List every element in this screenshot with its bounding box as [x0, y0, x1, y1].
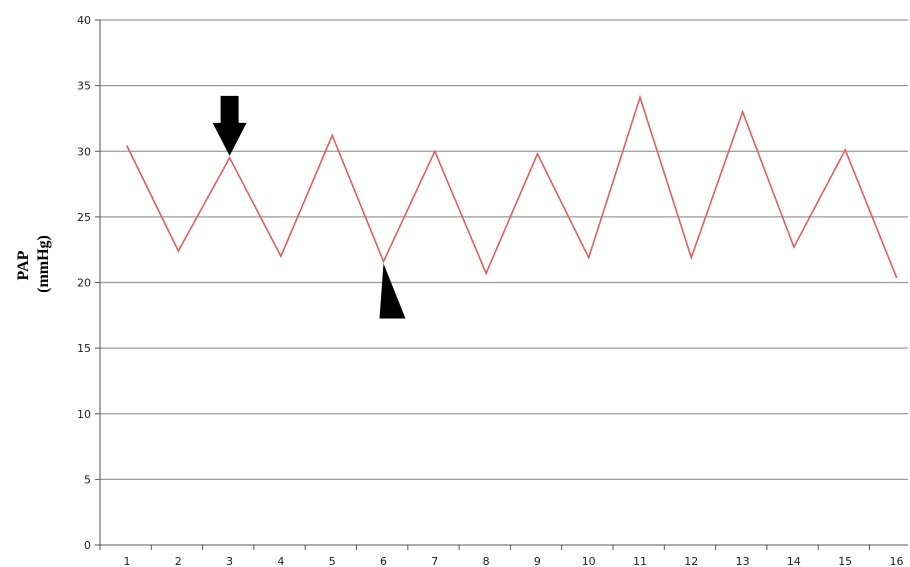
data-point — [895, 276, 898, 279]
data-point — [690, 256, 693, 259]
data-point — [793, 246, 795, 248]
annotations — [212, 95, 406, 319]
x-tick-label: 3 — [226, 555, 233, 567]
x-tick-label: 1 — [124, 555, 131, 567]
y-tick-label: 30 — [77, 145, 91, 158]
y-tick-label: 10 — [77, 408, 91, 421]
y-tick-label: 15 — [77, 342, 91, 355]
data-point — [434, 150, 436, 153]
series-layer — [126, 94, 898, 279]
y-tick-label: 35 — [77, 80, 91, 93]
data-point — [382, 260, 385, 263]
y-axis-label-line-1: PAP — [15, 250, 32, 280]
x-tick-label: 13 — [736, 555, 750, 567]
x-tick-label: 2 — [175, 555, 182, 567]
data-point — [741, 111, 744, 113]
x-tick-label: 6 — [380, 555, 387, 567]
down-arrow-marker — [212, 95, 247, 156]
data-point — [280, 255, 282, 258]
y-tick-label: 5 — [84, 473, 91, 486]
series-line — [126, 94, 898, 278]
x-tick-label: 7 — [431, 555, 438, 567]
y-tick-label: 40 — [77, 14, 91, 27]
y-tick-label: 25 — [77, 211, 91, 224]
x-tick-label: 5 — [329, 555, 336, 567]
y-tick-label: 20 — [77, 277, 91, 290]
y-axis-label-line-2: (mmHg) — [35, 235, 52, 293]
data-point — [639, 96, 641, 99]
x-tick-label: 4 — [277, 555, 284, 567]
data-point — [485, 272, 487, 275]
data-point — [177, 250, 180, 252]
x-tick-label: 15 — [838, 555, 852, 567]
axes — [95, 19, 908, 550]
data-point — [126, 145, 128, 147]
x-tick-label: 10 — [582, 555, 596, 567]
data-point — [331, 134, 334, 137]
gridlines — [100, 19, 908, 480]
arrowhead-marker — [379, 263, 406, 319]
data-point — [536, 153, 539, 155]
x-tick-label: 9 — [534, 555, 541, 567]
y-tick-labels: 0 5 10 15 20 25 30 35 40 — [77, 14, 91, 552]
x-tick-label: 16 — [890, 555, 904, 567]
x-tick-label: 11 — [633, 555, 647, 567]
data-point — [228, 157, 231, 159]
y-axis-label: PAP (mmHg) — [15, 235, 52, 293]
x-tick-label: 14 — [787, 555, 801, 567]
x-tick-label: 12 — [684, 555, 698, 567]
data-point — [844, 149, 846, 151]
x-tick-labels: 1 2 3 4 5 6 7 8 9 10 11 12 13 14 15 16 — [124, 555, 904, 567]
data-point — [587, 256, 590, 259]
x-tick-label: 8 — [483, 555, 490, 567]
y-tick-label: 0 — [84, 539, 91, 552]
